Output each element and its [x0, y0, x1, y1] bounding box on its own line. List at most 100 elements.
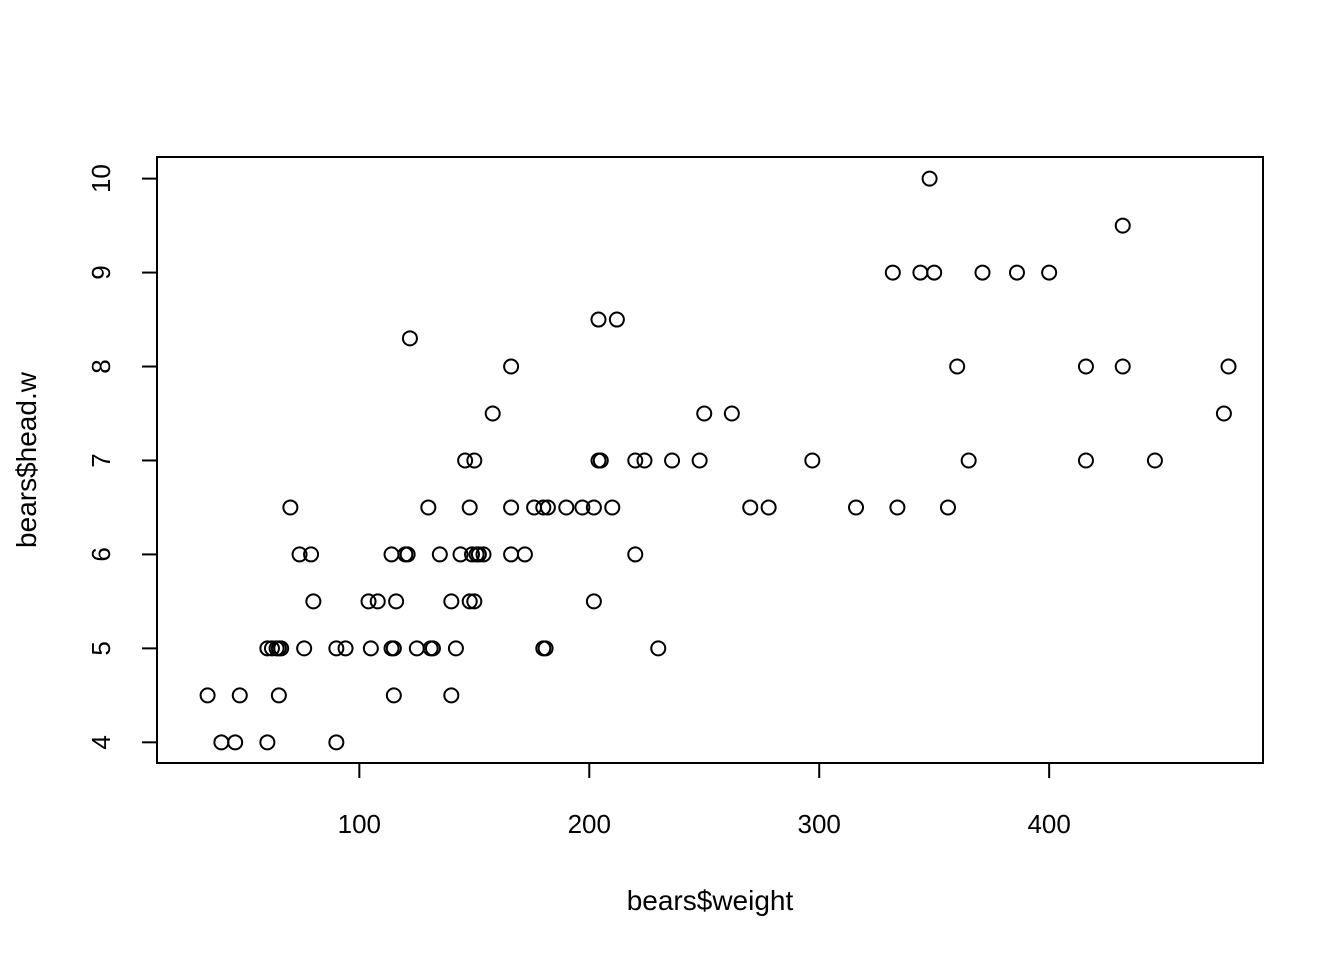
- data-point: [475, 546, 492, 563]
- x-tick-label: 400: [1027, 809, 1070, 839]
- data-point: [388, 593, 405, 610]
- data-point: [664, 452, 681, 469]
- data-point: [362, 640, 379, 657]
- data-point: [537, 640, 554, 657]
- data-point: [574, 499, 591, 516]
- data-point: [420, 499, 437, 516]
- data-point: [213, 734, 230, 751]
- data-points: [199, 170, 1237, 751]
- data-point: [558, 499, 575, 516]
- y-axis-title: bears$head.w: [11, 371, 42, 548]
- data-point: [464, 546, 481, 563]
- data-point: [383, 546, 400, 563]
- x-axis-title: bears$weight: [627, 885, 794, 916]
- data-point: [974, 264, 991, 281]
- data-point: [1220, 358, 1237, 375]
- data-point: [627, 452, 644, 469]
- data-point: [443, 687, 460, 704]
- y-tick-label: 7: [86, 453, 116, 467]
- data-point: [466, 593, 483, 610]
- data-point: [949, 358, 966, 375]
- data-point: [804, 452, 821, 469]
- data-point: [273, 640, 290, 657]
- data-point: [1008, 264, 1025, 281]
- data-point: [636, 452, 653, 469]
- data-point: [461, 593, 478, 610]
- data-point: [921, 170, 938, 187]
- data-point: [305, 593, 322, 610]
- data-point: [760, 499, 777, 516]
- data-point: [503, 499, 520, 516]
- data-point: [848, 499, 865, 516]
- data-point: [1114, 358, 1131, 375]
- data-point: [227, 734, 244, 751]
- data-point: [926, 264, 943, 281]
- data-point: [696, 405, 713, 422]
- data-point: [585, 499, 602, 516]
- data-point: [939, 499, 956, 516]
- data-point: [1146, 452, 1163, 469]
- data-point: [447, 640, 464, 657]
- data-point: [424, 640, 441, 657]
- data-point: [399, 546, 416, 563]
- data-point: [585, 593, 602, 610]
- y-tick-label: 6: [86, 547, 116, 561]
- data-point: [457, 452, 474, 469]
- data-point: [592, 452, 609, 469]
- data-point: [535, 499, 552, 516]
- data-point: [1041, 264, 1058, 281]
- data-point: [385, 640, 402, 657]
- data-point: [452, 546, 469, 563]
- data-point: [1077, 452, 1094, 469]
- data-point: [912, 264, 929, 281]
- data-point: [296, 640, 313, 657]
- y-axis: 4 5 6 7 8 9 10: [86, 164, 158, 750]
- data-point: [360, 593, 377, 610]
- data-point: [385, 687, 402, 704]
- data-point: [303, 546, 320, 563]
- data-point: [461, 499, 478, 516]
- y-tick-label: 9: [86, 265, 116, 279]
- data-point: [884, 264, 901, 281]
- data-point: [270, 687, 287, 704]
- data-point: [369, 593, 386, 610]
- data-point: [627, 546, 644, 563]
- data-point: [604, 499, 621, 516]
- y-tick-label: 10: [86, 164, 116, 193]
- data-point: [1114, 217, 1131, 234]
- data-point: [259, 734, 276, 751]
- x-tick-label: 300: [798, 809, 841, 839]
- data-point: [742, 499, 759, 516]
- data-point: [401, 330, 418, 347]
- data-point: [431, 546, 448, 563]
- y-tick-label: 4: [86, 735, 116, 749]
- data-point: [199, 687, 216, 704]
- data-point: [1077, 358, 1094, 375]
- data-point: [516, 546, 533, 563]
- data-point: [466, 452, 483, 469]
- data-point: [650, 640, 667, 657]
- data-point: [608, 311, 625, 328]
- data-point: [291, 546, 308, 563]
- data-point: [691, 452, 708, 469]
- data-point: [443, 593, 460, 610]
- x-axis: 100 200 300 400: [338, 762, 1071, 839]
- data-point: [1215, 405, 1232, 422]
- data-point: [889, 499, 906, 516]
- data-point: [328, 734, 345, 751]
- data-point: [723, 405, 740, 422]
- data-point: [503, 546, 520, 563]
- data-point: [470, 546, 487, 563]
- data-point: [282, 499, 299, 516]
- y-tick-label: 5: [86, 641, 116, 655]
- data-point: [960, 452, 977, 469]
- data-point: [231, 687, 248, 704]
- x-tick-label: 100: [338, 809, 381, 839]
- data-point: [590, 311, 607, 328]
- data-point: [263, 640, 280, 657]
- plot-area-frame: [156, 156, 1264, 764]
- data-point: [408, 640, 425, 657]
- data-point: [503, 358, 520, 375]
- data-point: [328, 640, 345, 657]
